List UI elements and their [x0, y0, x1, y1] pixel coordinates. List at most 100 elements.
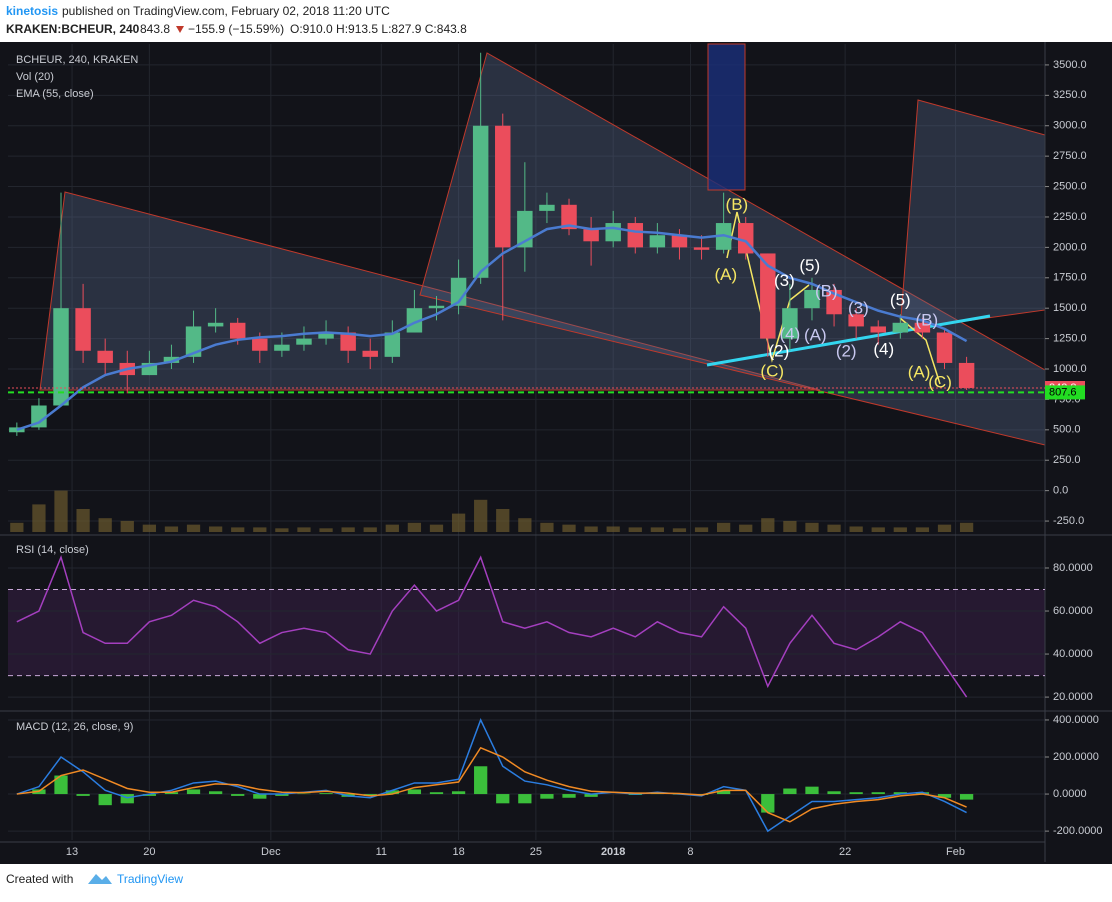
volume-bar — [430, 525, 443, 532]
wave-label: (B) — [915, 311, 938, 330]
wave-label: (2) — [768, 342, 789, 361]
macd-histogram — [496, 794, 509, 803]
candle-body — [53, 308, 68, 405]
volume-bar — [452, 514, 465, 532]
volume-bar — [297, 527, 310, 532]
volume-bar — [209, 526, 222, 532]
volume-bar — [231, 527, 244, 532]
rsi-title: RSI (14, close) — [16, 544, 89, 556]
created-with: Created with — [6, 872, 73, 886]
volume-bar — [717, 523, 730, 532]
volume-bar — [474, 500, 487, 532]
macd-histogram — [540, 794, 553, 799]
volume-bar — [54, 491, 67, 532]
candle-body — [473, 126, 488, 278]
macd-histogram — [474, 766, 487, 794]
candle-body — [650, 235, 665, 247]
x-tick-label: Feb — [946, 846, 965, 858]
y-tick-label: 500.0 — [1053, 424, 1081, 436]
x-tick-label: 25 — [530, 846, 542, 858]
volume-bar — [386, 525, 399, 532]
wave-label: (B) — [815, 282, 838, 301]
macd-histogram — [430, 792, 443, 794]
volume-bar — [872, 527, 885, 532]
candle-body — [385, 333, 400, 357]
macd-title: MACD (12, 26, close, 9) — [16, 721, 133, 733]
volume-bar — [32, 504, 45, 532]
volume-bar — [253, 527, 266, 532]
volume-bar — [319, 528, 332, 532]
y-tick-label: -250.0 — [1053, 515, 1084, 527]
y-tick-label: 20.0000 — [1053, 691, 1093, 703]
candle-body — [605, 223, 620, 241]
x-tick-label: 13 — [66, 846, 78, 858]
volume-bar — [805, 523, 818, 532]
macd-histogram — [76, 794, 89, 796]
y-tick-label: 3500.0 — [1053, 59, 1087, 71]
y-tick-label: 2500.0 — [1053, 180, 1087, 192]
ohlc: O:910.0 H:913.5 L:827.9 C:843.8 — [290, 22, 467, 36]
volume-bar — [562, 525, 575, 532]
volume-bar — [165, 526, 178, 532]
y-tick-label: 3000.0 — [1053, 120, 1087, 132]
x-tick-label: 20 — [143, 846, 155, 858]
candle-body — [429, 306, 444, 308]
candle-body — [252, 339, 267, 351]
volume-bar — [827, 525, 840, 532]
y-tick-label: -200.0000 — [1053, 825, 1103, 837]
wave-label: (A) — [715, 265, 738, 284]
y-tick-label: 3250.0 — [1053, 89, 1087, 101]
wave-label: (C) — [760, 362, 784, 381]
ema-legend: EMA (55, close) — [16, 88, 94, 100]
candle-body — [230, 323, 245, 339]
macd-histogram — [827, 791, 840, 794]
y-tick-label: 200.0000 — [1053, 751, 1099, 763]
y-tick-label: 1000.0 — [1053, 363, 1087, 375]
volume-bar — [540, 523, 553, 532]
wave-label: (3) — [774, 271, 795, 290]
author[interactable]: kinetosis — [6, 4, 58, 18]
volume-bar — [761, 518, 774, 532]
volume-bar — [10, 523, 23, 532]
y-tick-label: 1750.0 — [1053, 272, 1087, 284]
macd-histogram — [99, 794, 112, 805]
wave-label: (B) — [726, 195, 749, 214]
macd-histogram — [452, 791, 465, 794]
volume-bar — [783, 521, 796, 532]
candle-body — [495, 126, 510, 248]
volume-bar — [121, 521, 134, 532]
brand[interactable]: TradingView — [117, 872, 183, 886]
y-tick-label: 60.0000 — [1053, 605, 1093, 617]
volume-bar — [916, 527, 929, 532]
y-tick-label: 400.0000 — [1053, 714, 1099, 726]
y-tick-label: 1250.0 — [1053, 333, 1087, 345]
ticker: KRAKEN:BCHEUR, 240 — [6, 22, 140, 36]
x-tick-label: 18 — [452, 846, 464, 858]
wave-label: (5) — [799, 256, 820, 275]
macd-histogram — [319, 793, 332, 794]
macd-histogram — [960, 794, 973, 800]
candle-body — [893, 323, 908, 333]
candle-body — [583, 229, 598, 241]
box — [708, 44, 745, 190]
candle-body — [539, 205, 554, 211]
macd-histogram — [562, 794, 575, 798]
y-tick-label: 0.0000 — [1053, 788, 1087, 800]
wave-label: (5) — [890, 291, 911, 310]
change: −155.9 (−15.59%) — [188, 22, 284, 36]
macd-histogram — [872, 792, 885, 794]
volume-bar — [607, 526, 620, 532]
candle-body — [871, 326, 886, 332]
x-tick-label: 2018 — [601, 846, 625, 858]
last-price: 843.8 — [140, 22, 170, 36]
macd-histogram — [187, 789, 200, 794]
wave-label: (A) — [804, 326, 827, 345]
macd-histogram — [408, 789, 421, 794]
y-tick-label: 2750.0 — [1053, 150, 1087, 162]
triangle — [900, 100, 1045, 330]
volume-bar — [275, 528, 288, 532]
candle-body — [296, 339, 311, 345]
volume-bar — [342, 527, 355, 532]
wave-label: (A) — [908, 363, 931, 382]
